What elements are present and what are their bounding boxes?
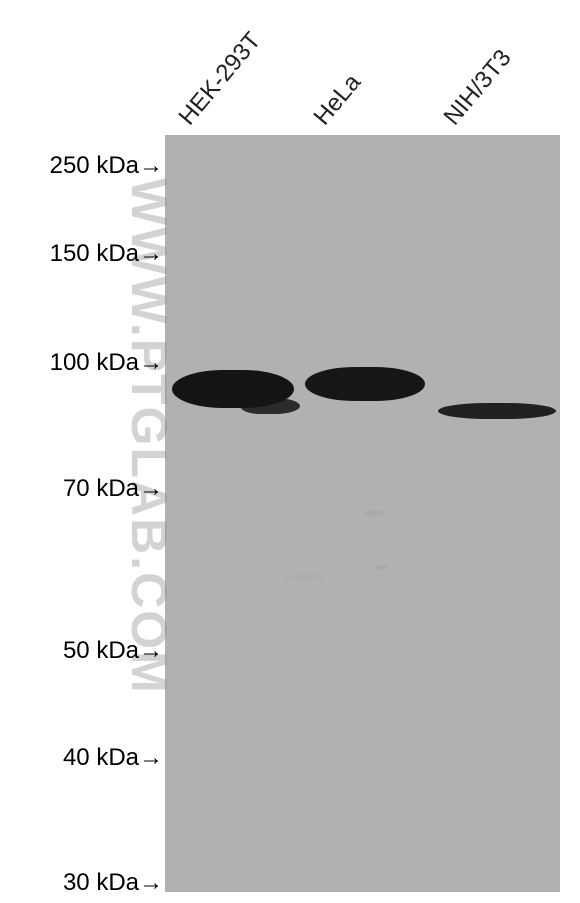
marker-value: 70 kDa <box>63 475 139 502</box>
marker-value: 150 kDa <box>50 240 139 267</box>
marker-label: 50 kDa→ <box>63 637 163 665</box>
arrow-right-icon: → <box>139 869 163 897</box>
arrow-right-icon: → <box>139 240 163 268</box>
marker-value: 30 kDa <box>63 869 139 896</box>
figure-container: WWW.PTGLAB.COM HEK-293T HeLa NIH/3T3 250… <box>0 0 580 903</box>
marker-label: 70 kDa→ <box>63 475 163 503</box>
blot-band <box>438 403 556 419</box>
marker-value: 100 kDa <box>50 349 139 376</box>
marker-value: 250 kDa <box>50 152 139 179</box>
arrow-right-icon: → <box>139 475 163 503</box>
lane-label: HEK-293T <box>174 27 267 131</box>
arrow-right-icon: → <box>139 349 163 377</box>
arrow-right-icon: → <box>139 744 163 772</box>
marker-value: 40 kDa <box>63 744 139 771</box>
marker-label: 250 kDa→ <box>50 152 163 180</box>
marker-label: 150 kDa→ <box>50 240 163 268</box>
marker-value: 50 kDa <box>63 637 139 664</box>
marker-label: 40 kDa→ <box>63 744 163 772</box>
blot-membrane <box>165 135 560 892</box>
marker-label: 30 kDa→ <box>63 869 163 897</box>
arrow-right-icon: → <box>139 637 163 665</box>
blot-band <box>305 367 425 401</box>
marker-label: 100 kDa→ <box>50 349 163 377</box>
lane-label: HeLa <box>309 69 367 131</box>
blot-band-tail <box>240 398 300 414</box>
arrow-right-icon: → <box>139 152 163 180</box>
lane-label: NIH/3T3 <box>439 45 518 131</box>
